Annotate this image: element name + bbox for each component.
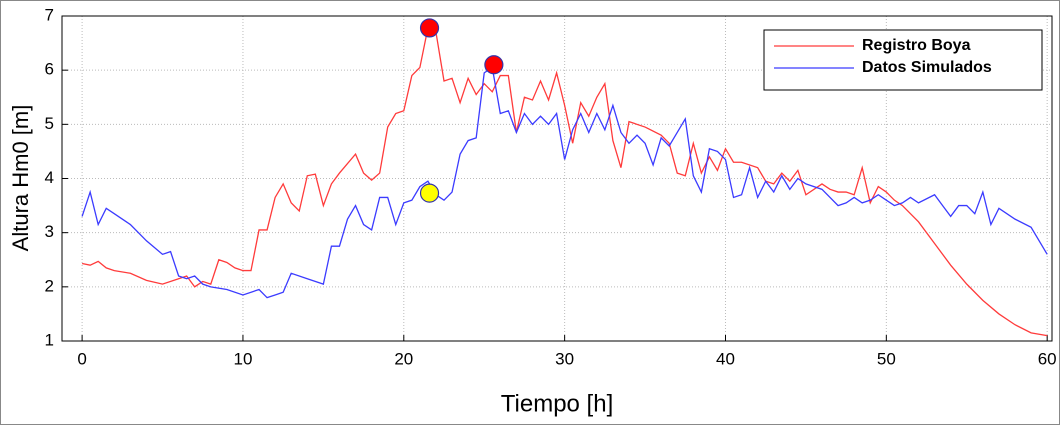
x-tick-label: 0 (77, 349, 86, 368)
legend-box (763, 29, 1043, 91)
highlight-marker (484, 55, 504, 75)
x-tick-label: 40 (716, 349, 735, 368)
x-tick-label: 50 (877, 349, 896, 368)
x-tick-label: 60 (1038, 349, 1057, 368)
y-tick-label: 6 (45, 60, 54, 79)
y-tick-label: 2 (45, 276, 54, 295)
x-tick-label: 30 (555, 349, 574, 368)
legend-label: Registro Boya (862, 37, 971, 54)
x-axis-label: Tiempo [h] (501, 390, 614, 417)
highlight-marker (419, 183, 440, 203)
x-tick-label: 20 (394, 349, 413, 368)
highlight-marker (419, 18, 440, 38)
series-line (81, 66, 1048, 299)
y-axis-label: Altura Hm0 [m] (8, 105, 33, 252)
series-line (81, 26, 1048, 337)
legend: Registro Boya Datos Simulados (763, 29, 1043, 91)
y-tick-label: 5 (45, 114, 54, 133)
plot-border (61, 15, 1053, 342)
y-tick-label: 3 (45, 222, 54, 241)
legend-label: Datos Simulados (862, 59, 992, 76)
x-tick-label: 10 (233, 349, 252, 368)
y-tick-label: 7 (45, 5, 54, 24)
y-tick-label: 4 (45, 168, 54, 187)
y-tick-label: 1 (45, 330, 54, 349)
